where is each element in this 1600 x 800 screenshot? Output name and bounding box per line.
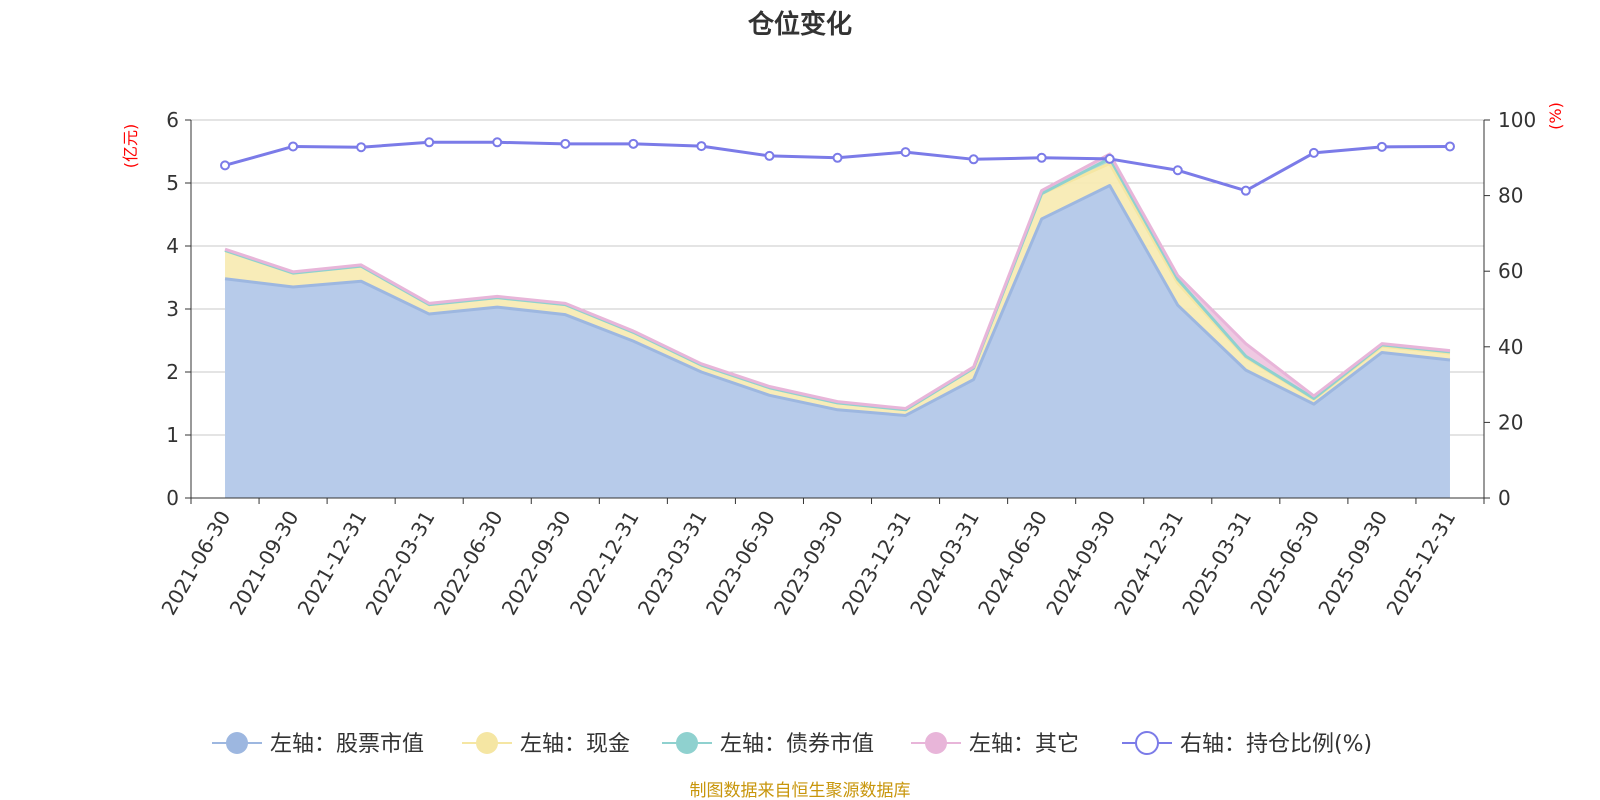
ratio-point: [1036, 152, 1047, 163]
ratio-point: [560, 138, 571, 149]
x-axis-tick-label: 2024-03-31: [905, 506, 984, 619]
right-axis-tick-label: 80: [1498, 184, 1523, 208]
left-axis-tick-label: 1: [166, 423, 179, 447]
left-axis-tick-label: 4: [166, 234, 179, 258]
x-axis-tick-label: 2024-12-31: [1109, 507, 1188, 620]
ratio-point: [356, 142, 367, 153]
stacked-areas: [224, 152, 1451, 498]
ratio-point: [1444, 141, 1455, 152]
right-axis-tick-label: 20: [1498, 410, 1523, 434]
x-axis-tick-label: 2024-06-30: [973, 507, 1052, 620]
left-axis-tick-label: 5: [166, 171, 179, 195]
right-axis-unit: (%): [1546, 102, 1565, 130]
ratio-point: [968, 154, 979, 165]
left-axis-tick-label: 6: [166, 108, 179, 132]
right-axis-tick-label: 0: [1498, 486, 1511, 510]
legend-label-2: 左轴：债券市值: [720, 732, 874, 757]
x-axis-tick-label: 2023-06-30: [701, 507, 780, 620]
x-axis-tick-label: 2025-12-31: [1381, 507, 1460, 620]
ratio-point: [764, 150, 775, 161]
x-axis-tick-label: 2023-09-30: [769, 507, 848, 620]
area-0: [225, 185, 1450, 498]
ratio-point: [220, 160, 231, 171]
ratio-point: [1104, 153, 1115, 164]
area-1: [225, 163, 1450, 416]
ratio-point: [288, 141, 299, 152]
ratio-point: [1308, 147, 1319, 158]
ratio-point: [628, 138, 639, 149]
x-axis-tick-label: 2025-09-30: [1313, 507, 1392, 620]
ratio-point: [424, 137, 435, 148]
legend-marker-4: [1135, 731, 1159, 755]
right-axis-tick-label: 40: [1498, 335, 1523, 359]
left-axis-tick-label: 0: [166, 486, 179, 510]
legend-label-1: 左轴：现金: [520, 732, 630, 757]
x-axis-tick-label: 2022-12-31: [565, 507, 644, 620]
x-axis-tick-label: 2022-03-31: [361, 507, 440, 620]
ratio-point: [832, 152, 843, 163]
x-axis-tick-label: 2021-09-30: [225, 507, 304, 620]
x-axis-tick-label: 2021-12-31: [293, 507, 372, 620]
legend-marker-2: [676, 732, 698, 754]
x-axis-tick-label: 2023-03-31: [633, 507, 712, 620]
right-axis-tick-label: 100: [1498, 108, 1536, 132]
legend-label-0: 左轴：股票市值: [270, 732, 424, 757]
ratio-point: [1172, 165, 1183, 176]
x-axis-tick-label: 2025-03-31: [1177, 507, 1256, 620]
x-axis-tick-label: 2023-12-31: [837, 507, 916, 620]
area-line-3: [224, 152, 1451, 411]
ratio-point: [1240, 185, 1251, 196]
left-axis-tick-label: 3: [166, 297, 179, 321]
legend-label-3: 左轴：其它: [969, 732, 1079, 757]
x-axis-tick-label: 2025-06-30: [1245, 507, 1324, 620]
ratio-point: [492, 137, 503, 148]
legend-marker-1: [476, 732, 498, 754]
legend: 左轴：股票市值 左轴：现金 左轴：债券市值 左轴：其它 右轴：持仓比例(%): [212, 731, 1372, 757]
x-axis-tick-label: 2024-09-30: [1041, 507, 1120, 620]
legend-marker-0: [226, 732, 248, 754]
ratio-point: [900, 147, 911, 158]
right-axis-tick-label: 60: [1498, 259, 1523, 283]
left-axis-tick-label: 2: [166, 360, 179, 384]
source-note: 制图数据来自恒生聚源数据库: [690, 781, 911, 800]
legend-marker-3: [925, 732, 947, 754]
area-line-0: [224, 184, 1451, 417]
ratio-point: [1376, 141, 1387, 152]
x-axis-tick-label: 2021-06-30: [156, 507, 235, 620]
chart-title: 仓位变化: [747, 9, 852, 40]
legend-label-4: 右轴：持仓比例(%): [1180, 732, 1372, 757]
x-axis-tick-label: 2022-06-30: [429, 506, 508, 619]
ratio-point: [696, 141, 707, 152]
x-axis-tick-label: 2022-09-30: [497, 507, 576, 620]
ratio-line: [220, 137, 1455, 196]
left-axis-unit: (亿元): [121, 124, 140, 169]
